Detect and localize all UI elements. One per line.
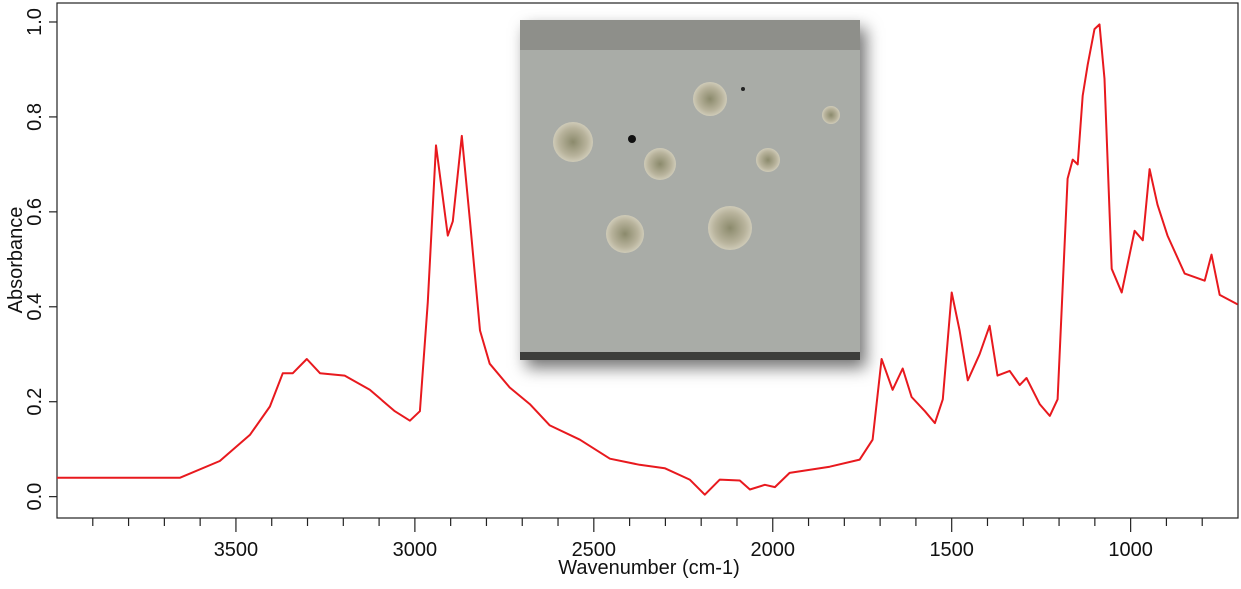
photo-particle bbox=[741, 87, 745, 91]
photo-background bbox=[520, 20, 860, 360]
photo-particle bbox=[553, 122, 593, 162]
photo-particle bbox=[644, 148, 676, 180]
photo-particle bbox=[756, 148, 780, 172]
plot-marks bbox=[49, 21, 1239, 532]
photo-particle bbox=[606, 215, 644, 253]
y-tick-label: 0.4 bbox=[24, 293, 46, 321]
photo-particle bbox=[708, 206, 752, 250]
y-axis-label: Absorbance bbox=[5, 207, 27, 314]
x-tick-label: 3000 bbox=[393, 539, 438, 561]
photo-particle bbox=[693, 82, 727, 116]
inset-photo bbox=[520, 20, 860, 360]
x-tick-label: 1000 bbox=[1108, 539, 1153, 561]
x-tick-label: 2000 bbox=[751, 539, 796, 561]
plot-frame bbox=[56, 2, 1239, 519]
y-tick-label: 0.0 bbox=[24, 483, 46, 511]
photo-particle bbox=[822, 106, 840, 124]
photo-edge bbox=[520, 352, 860, 360]
y-tick-label: 0.6 bbox=[24, 198, 46, 226]
x-tick-label: 3500 bbox=[214, 539, 259, 561]
x-axis-label: Wavenumber (cm-1) bbox=[558, 557, 740, 579]
x-tick-label: 1500 bbox=[929, 539, 974, 561]
spectrum-line bbox=[57, 23, 1239, 496]
y-tick-label: 0.8 bbox=[24, 103, 46, 131]
photo-edge bbox=[520, 20, 860, 50]
inset-photo-content bbox=[520, 20, 860, 360]
photo-particle bbox=[628, 135, 636, 143]
y-tick-label: 1.0 bbox=[24, 8, 46, 36]
y-tick-label: 0.2 bbox=[24, 388, 46, 416]
x-tick-label: 2500 bbox=[572, 539, 617, 561]
